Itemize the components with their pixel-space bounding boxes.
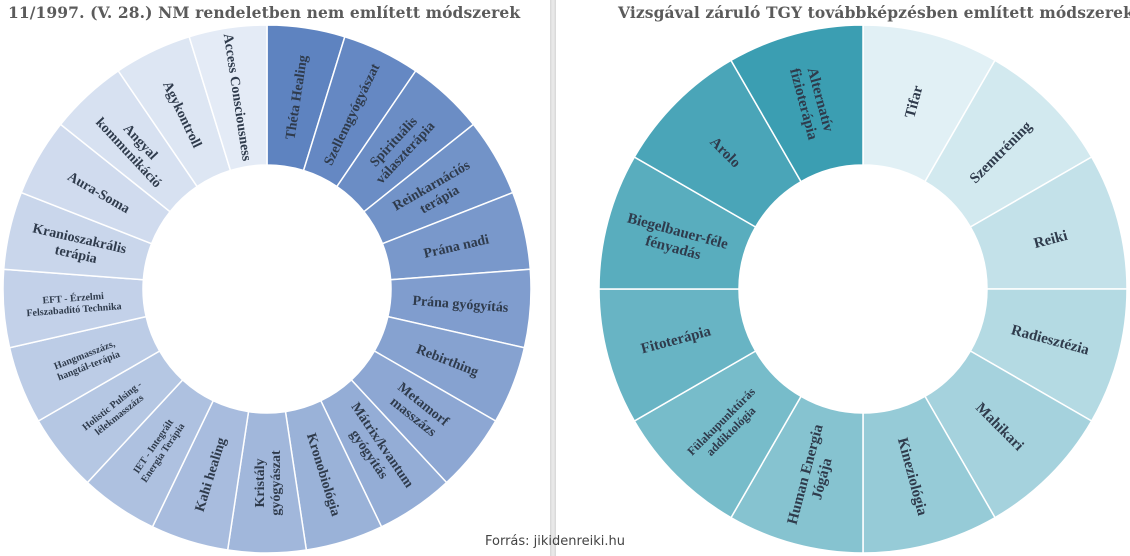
donut-chart-right: TifarSzemtréningReikiRadiesztéziaMahikar… <box>598 24 1128 554</box>
left-label-kristaly-gyogyaszat: Kristálygyógyászat <box>253 450 284 516</box>
donut-chart-left: Théta Healing SzellemgyógyászatSpirituáli… <box>2 24 532 554</box>
right-slice-alternativ-fizioterapia <box>729 24 864 183</box>
divider <box>550 0 556 556</box>
chart-title-left: 11/1997. (V. 28.) NM rendeletben nem eml… <box>8 3 521 22</box>
left-slice-access-consciousness <box>188 24 268 172</box>
left-label-prana-gyogyitas: Prána gyógyítás <box>412 294 509 316</box>
chart-title-right: Vizsgával záruló TGY továbbképzésben eml… <box>618 3 1130 22</box>
source-caption: Forrás: jikidenreiki.hu <box>485 534 625 549</box>
